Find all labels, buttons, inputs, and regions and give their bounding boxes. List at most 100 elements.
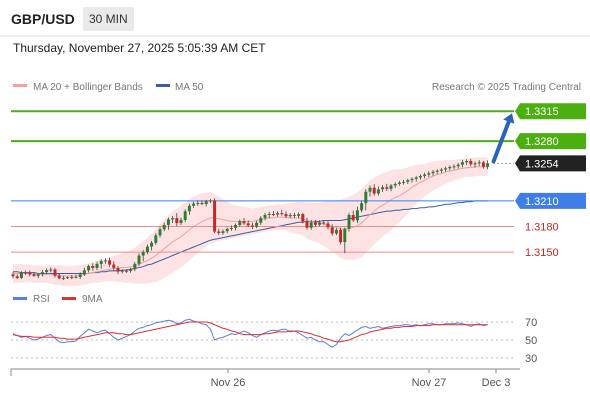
candle [486,160,490,170]
candle-body [108,260,112,265]
rsi-ma-line [12,321,488,343]
candle [183,209,187,223]
candle [196,200,200,206]
candle [171,215,175,224]
ma50-legend-label: MA 50 [175,82,204,93]
candle-body [204,201,208,205]
candle-body [250,225,254,227]
candle [444,166,448,172]
candle-body [486,163,490,167]
pivot-tag [515,192,586,209]
candle [124,268,128,273]
candle [229,225,233,231]
candle [70,274,74,280]
candle-body [112,264,116,268]
candle [99,259,103,269]
candle [112,261,116,272]
candle [78,272,82,280]
candle [452,164,456,170]
candle-body [78,274,82,277]
candle-body [49,269,53,271]
arrow-shaft [491,119,511,164]
candle [208,198,212,204]
candle-body [19,272,23,279]
candle-body [448,166,452,169]
candle-body [221,231,225,234]
candle [150,240,154,251]
candle-body [423,174,427,177]
candle [141,249,145,262]
candle-body [40,272,44,275]
candle [66,276,70,279]
candle-body [368,187,372,192]
candle [414,175,418,182]
candle [200,200,204,206]
candle-body [24,272,28,274]
candle [460,159,464,168]
candle [318,220,322,227]
candle-body [410,178,414,181]
candle-body [53,269,57,276]
candle-body [326,223,330,228]
moving-averages [13,166,488,277]
candle [431,169,435,176]
candle [465,159,469,166]
candle [246,220,250,227]
candle [439,167,443,174]
timeframe-badge[interactable]: 30 MIN [83,7,134,31]
candle [204,199,208,207]
rsi-tick-label: 50 [525,335,537,347]
candle [129,267,133,273]
candle-body [179,219,183,224]
candle-body [208,200,212,202]
candle [137,253,141,267]
candle [145,244,149,255]
candle [271,211,275,217]
candle [162,222,166,232]
candle-body [469,161,473,165]
candle [473,161,477,168]
resistance-1-label: 1.3315 [525,106,559,118]
candle-body [334,230,338,234]
candle [95,261,99,271]
candle-body [427,173,431,175]
candle-body [242,221,246,224]
candle [330,224,334,236]
candle [120,269,124,274]
candle [297,212,301,219]
candle [213,198,217,234]
candle-body [229,227,233,229]
candle-body [70,277,74,279]
candle [410,177,414,183]
candle-body [381,187,385,190]
candle [221,229,225,235]
rsi-legend-swatch [13,297,27,300]
pivot-label: 1.3210 [525,196,559,208]
candle [393,182,397,188]
candle [343,227,347,254]
candle [368,185,372,197]
candle-body [364,191,368,204]
copyright-text: Research © 2025 Trading Central [432,82,581,93]
ma50-legend-swatch [156,84,170,87]
candle [53,268,57,278]
candle-body [116,267,120,272]
candle [255,220,259,229]
candle-body [372,187,376,194]
candle-body [402,181,406,183]
candle [267,211,271,219]
candle-body [309,222,313,228]
price-level-labels: 1.3315 1.3280 1.3254 1.3210 1.3180 1.3150 [515,103,586,259]
price-levels [11,110,514,253]
rsi-tick-label: 30 [525,353,537,365]
chart-header: GBP/USD 30 MIN [0,0,590,36]
candle [250,222,254,230]
candle-body [280,213,284,215]
candle-body [297,214,301,216]
rsi-legend: RSI 9MA [13,294,103,305]
candle [19,271,23,279]
candle-body [313,222,317,225]
candle [376,186,380,196]
candle-body [36,274,40,276]
